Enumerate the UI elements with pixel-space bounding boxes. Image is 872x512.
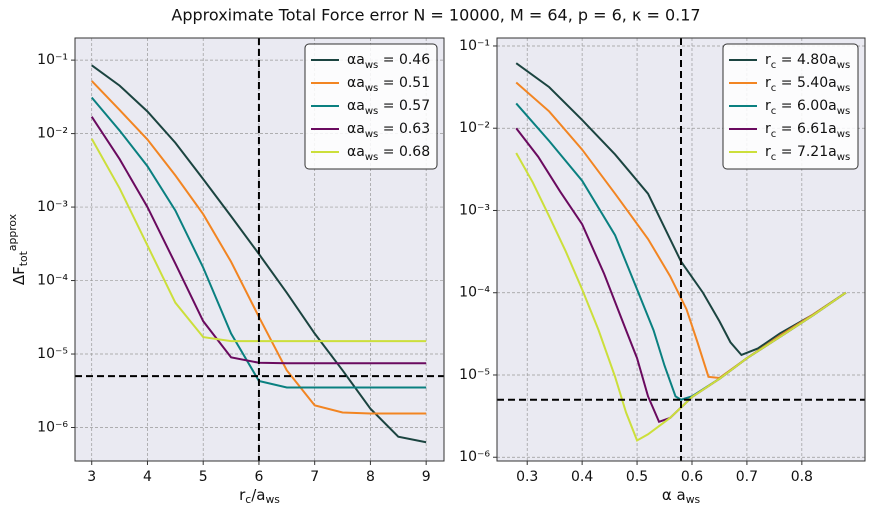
- legend-label: rc = 6.61aws: [765, 121, 850, 140]
- legend-label: rc = 7.21aws: [765, 144, 850, 163]
- legend-label: αaws = 0.51: [347, 75, 430, 94]
- y-tick-label: 10⁻⁴: [459, 285, 490, 301]
- y-tick-label: 10⁻²: [37, 126, 68, 142]
- x-tick-label: 9: [422, 469, 431, 485]
- legend-label: αaws = 0.57: [347, 98, 430, 117]
- series-line: [515, 62, 847, 357]
- figure-title: Approximate Total Force error N = 10000,…: [171, 6, 700, 25]
- x-tick-label: 0.5: [626, 469, 648, 485]
- x-tick-label: 8: [366, 469, 375, 485]
- y-tick-label: 10⁻⁴: [37, 273, 68, 289]
- x-tick-label: 5: [199, 469, 208, 485]
- plot-frame: [496, 37, 866, 462]
- x-tick-label: 4: [143, 469, 152, 485]
- legend-label: rc = 6.00aws: [765, 98, 850, 117]
- legend-label: rc = 4.80aws: [765, 52, 850, 71]
- x-tick-label: 3: [87, 469, 96, 485]
- x-tick-label: 0.8: [791, 469, 813, 485]
- legend-label: rc = 5.40aws: [765, 75, 850, 94]
- x-tick-label: 0.6: [681, 469, 703, 485]
- y-tick-label: 10⁻¹: [459, 38, 490, 54]
- y-tick-label: 10⁻⁵: [459, 367, 490, 383]
- y-axis-label: ΔFtotapprox: [6, 213, 30, 285]
- legend-label: αaws = 0.68: [347, 144, 430, 163]
- y-tick-label: 10⁻²: [459, 120, 490, 136]
- y-tick-label: 10⁻⁶: [37, 419, 68, 435]
- plot-frame: [74, 37, 445, 462]
- x-tick-label: 6: [254, 469, 263, 485]
- legend-box: [722, 43, 859, 170]
- x-tick-label: 7: [310, 469, 319, 485]
- legend-label: αaws = 0.63: [347, 121, 430, 140]
- legend-box: [304, 43, 438, 170]
- y-tick-label: 10⁻⁶: [459, 449, 490, 465]
- legend-label: αaws = 0.46: [347, 52, 430, 71]
- x-axis-label: rc/aws: [239, 486, 280, 507]
- x-axis-label: α aws: [662, 486, 701, 507]
- x-tick-label: 0.3: [516, 469, 538, 485]
- x-tick-label: 0.7: [736, 469, 758, 485]
- y-tick-label: 10⁻⁵: [37, 346, 68, 362]
- y-tick-label: 10⁻¹: [37, 52, 68, 68]
- series-line: [515, 152, 847, 442]
- y-tick-label: 10⁻³: [37, 199, 68, 215]
- y-tick-label: 10⁻³: [459, 202, 490, 218]
- x-tick-label: 0.4: [571, 469, 593, 485]
